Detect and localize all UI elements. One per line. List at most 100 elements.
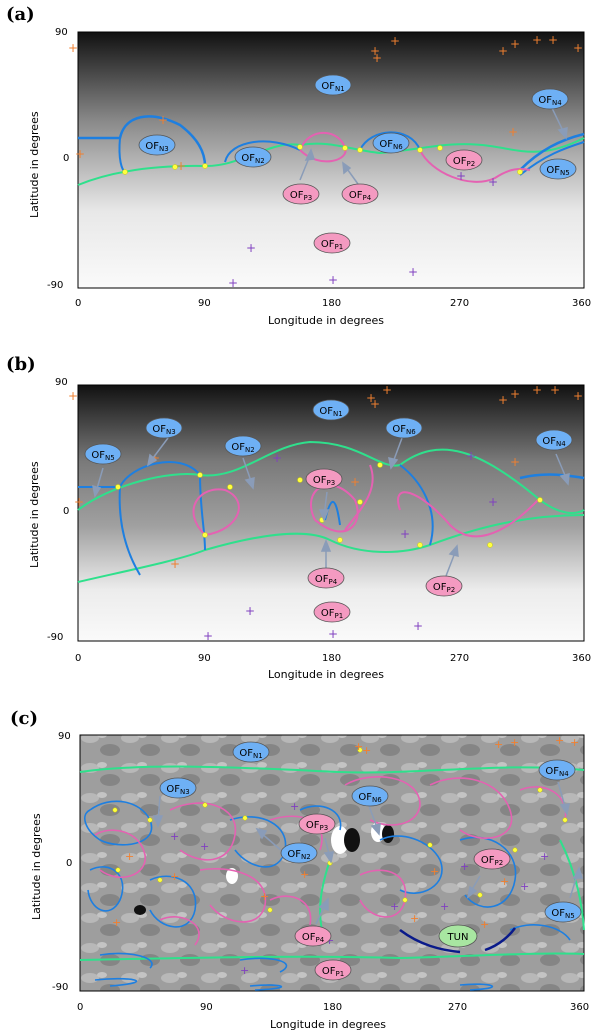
svg-text:+: + (370, 44, 380, 58)
open-pos-boundary (344, 464, 374, 531)
region-ofp1: OFP1 (313, 601, 351, 623)
x-tick: 0 (75, 653, 82, 664)
open-neg-boundary (359, 131, 421, 151)
svg-text:OFN4: OFN4 (538, 95, 562, 107)
svg-text:+: + (488, 495, 498, 509)
svg-text:+: + (246, 241, 256, 255)
svg-text:OFN1: OFN1 (319, 406, 342, 418)
null-markers (122, 144, 523, 175)
panel-label: (a) (6, 4, 35, 25)
svg-text:+: + (290, 800, 299, 813)
svg-text:+: + (573, 389, 583, 403)
region-ofn2: OFN2 (280, 842, 318, 864)
open-neg-boundary (399, 464, 434, 546)
svg-text:+: + (362, 744, 371, 757)
region-ofp1: OFP1 (314, 959, 352, 981)
svg-text:OFP3: OFP3 (290, 190, 312, 202)
svg-text:+: + (272, 451, 282, 465)
arrows (152, 781, 584, 925)
y-tick: -90 (47, 632, 64, 643)
panel-c: (c) Latitude in degrees 90 0 -90 0 90 18… (0, 700, 600, 1035)
svg-text:+: + (498, 393, 508, 407)
open-pos-boundary (309, 484, 359, 533)
svg-text:+: + (170, 557, 180, 571)
svg-text:OFN5: OFN5 (91, 450, 114, 462)
svg-text:+: + (494, 738, 503, 751)
svg-text:+: + (532, 33, 542, 47)
svg-text:OFN6: OFN6 (392, 424, 416, 436)
x-tick: 90 (198, 653, 211, 664)
svg-text:+: + (170, 870, 179, 883)
svg-text:+: + (300, 868, 309, 881)
svg-text:+: + (245, 604, 255, 618)
x-tick: 360 (570, 1002, 590, 1013)
region-ofp4: OFP4 (341, 183, 379, 205)
svg-text:+: + (460, 860, 469, 873)
neutral-line (79, 765, 585, 774)
svg-text:+: + (498, 44, 508, 58)
svg-text:+: + (370, 397, 380, 411)
open-pos-boundary (397, 491, 541, 538)
region-ofp3: OFP3 (282, 183, 320, 205)
region-ofn4: OFN4 (535, 429, 573, 451)
orange-markers: + +++ + + + + ++++ ++ (68, 383, 583, 571)
svg-text:+: + (203, 629, 213, 643)
svg-text:+: + (228, 276, 238, 290)
svg-text:OFN3: OFN3 (166, 784, 189, 796)
svg-text:OFN1: OFN1 (239, 748, 262, 760)
svg-text:+: + (390, 900, 399, 913)
open-neg-boundary (224, 140, 301, 163)
svg-text:OFP4: OFP4 (302, 932, 325, 944)
x-tick: 270 (450, 298, 470, 309)
purple-markers: + + + + + + + + (203, 449, 498, 643)
svg-text:+: + (176, 159, 186, 173)
svg-text:+: + (510, 736, 519, 749)
open-pos-boundary (192, 488, 240, 536)
svg-text:+: + (68, 389, 78, 403)
svg-text:OFP3: OFP3 (313, 475, 335, 487)
neutral-line (77, 514, 585, 583)
svg-text:OFN6: OFN6 (379, 139, 403, 151)
svg-text:+: + (510, 387, 520, 401)
orange-markers: + +++ + + + + ++++ + (68, 33, 583, 173)
svg-text:OFN3: OFN3 (152, 424, 175, 436)
region-ofp1: OFP1 (313, 232, 351, 254)
svg-text:+: + (508, 125, 518, 139)
y-tick: -90 (52, 982, 69, 993)
svg-text:+: + (550, 383, 560, 397)
svg-text:+: + (500, 875, 509, 888)
orange-markers: ++ + + + +++ ++++ +++ (112, 734, 579, 931)
svg-text:OFP3: OFP3 (306, 820, 328, 832)
region-ofp2: OFP2 (445, 149, 483, 171)
panel-b: (b) Latitude in degrees 90 0 -90 0 90 18… (0, 350, 600, 690)
region-ofn5: OFN5 (544, 901, 582, 923)
svg-text:OFP2: OFP2 (481, 855, 503, 867)
x-tick: 90 (200, 1002, 213, 1013)
svg-text:+: + (170, 830, 179, 843)
svg-text:+: + (410, 912, 419, 925)
svg-text:OFN2: OFN2 (241, 153, 264, 165)
x-tick: 180 (323, 1002, 343, 1013)
svg-text:OFP2: OFP2 (453, 156, 475, 168)
svg-text:+: + (382, 383, 392, 397)
svg-text:+: + (440, 900, 449, 913)
x-axis-label: Longitude in degrees (268, 668, 385, 681)
svg-text:+: + (328, 627, 338, 641)
y-tick: 90 (55, 27, 68, 38)
svg-text:+: + (480, 918, 489, 931)
region-ofn5: OFN5 (539, 158, 577, 180)
panel-a: (a) Latitude in degrees 90 0 -90 0 90 18… (0, 0, 600, 340)
region-ofn2: OFN2 (234, 146, 272, 168)
svg-text:+: + (532, 383, 542, 397)
x-tick: 90 (198, 298, 211, 309)
open-neg-boundary (118, 486, 141, 576)
region-ofn2: OFN2 (224, 435, 262, 457)
open-neg-boundary (199, 474, 206, 551)
x-axis-label: Longitude in degrees (270, 1018, 387, 1031)
svg-text:+: + (125, 850, 134, 863)
null-markers (115, 462, 543, 548)
svg-text:+: + (150, 451, 160, 465)
svg-text:OFN6: OFN6 (358, 792, 382, 804)
svg-text:OFP1: OFP1 (322, 966, 344, 978)
svg-text:+: + (350, 475, 360, 489)
